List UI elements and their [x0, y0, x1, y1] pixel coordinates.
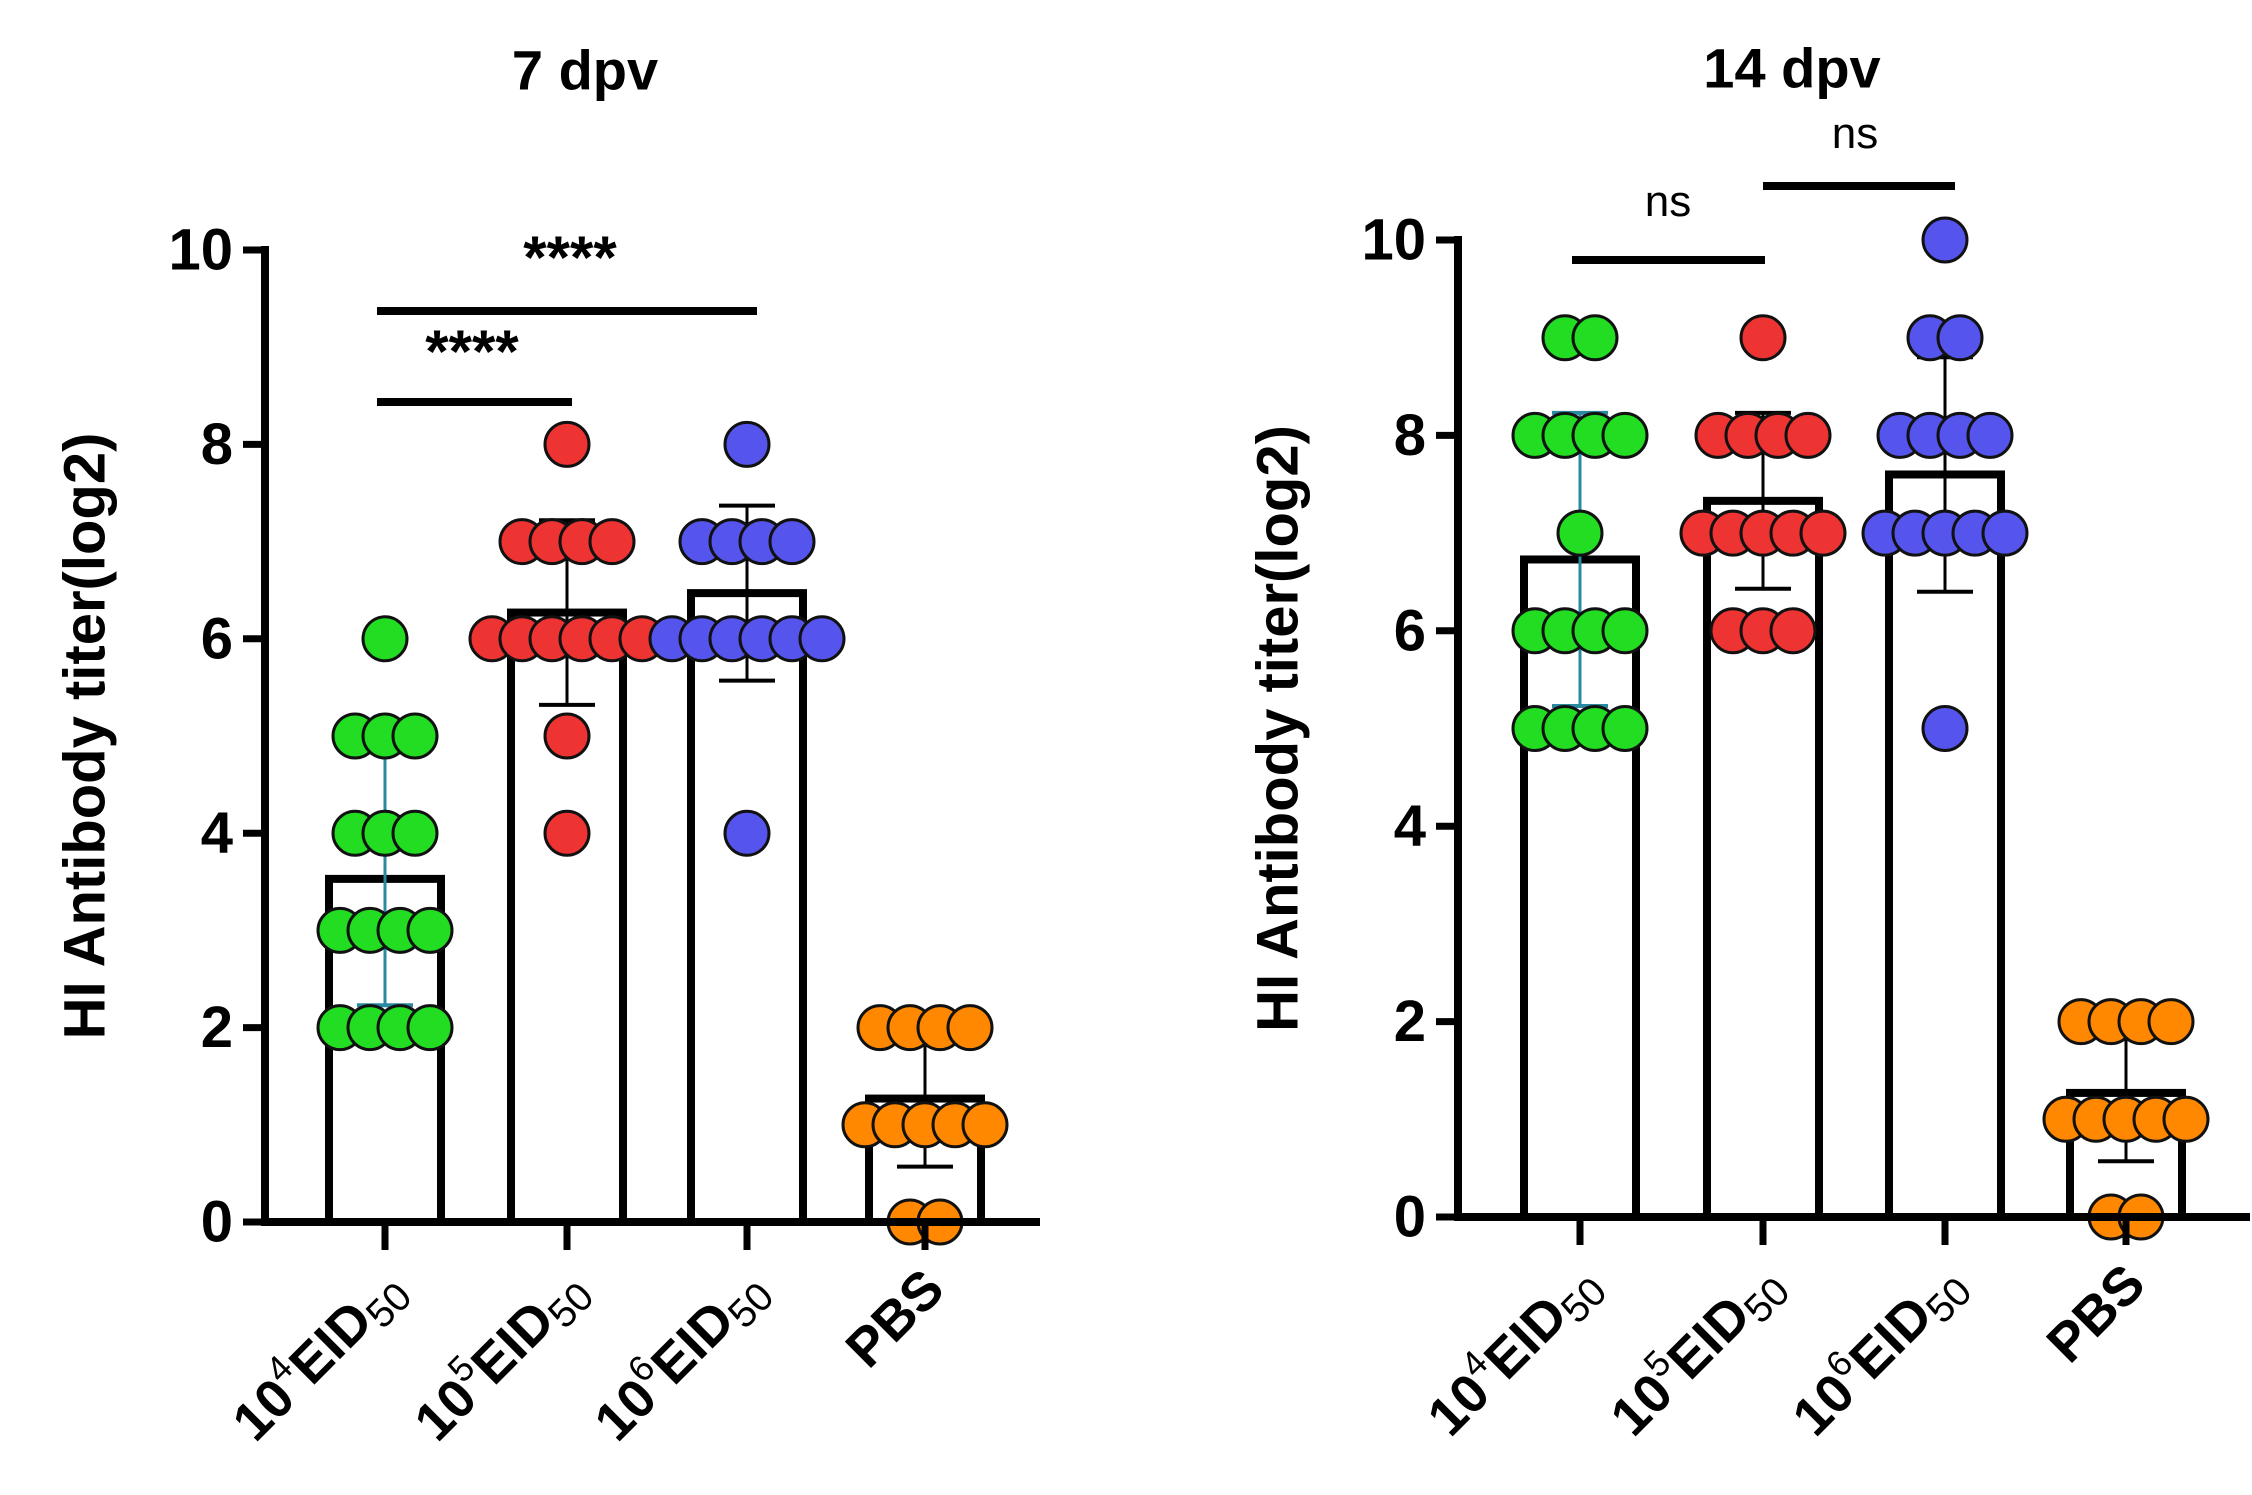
data-point — [361, 615, 409, 663]
x-tick-label: 106EID50 — [1775, 1247, 1981, 1453]
data-point — [543, 420, 591, 468]
chart-panel-2: 14 dpv HI Antibody titer(log2) 0 2 4 6 8 10 104E… — [1246, 37, 2250, 1453]
data-point — [406, 1004, 454, 1052]
data-point — [1769, 607, 1817, 655]
y-tick-label: 10 — [168, 218, 233, 283]
y-tick-label: 2 — [201, 995, 233, 1060]
data-point — [961, 1101, 1009, 1149]
y-axis-label: HI Antibody titer(log2) — [1246, 425, 1311, 1032]
x-tick-label: 106EID50 — [577, 1252, 783, 1458]
significance-label: **** — [523, 224, 617, 291]
data-point — [1601, 705, 1649, 752]
chart-title: 14 dpv — [1703, 37, 1880, 100]
data-point — [2162, 1095, 2210, 1143]
data-point — [1601, 607, 1649, 655]
data-point — [1799, 509, 1847, 557]
data-point — [543, 712, 591, 760]
data-point — [1784, 411, 1832, 459]
significance-bracket: ns — [1763, 109, 1955, 190]
x-tick-label: 105EID50 — [1593, 1247, 1799, 1453]
y-tick-label: 2 — [1394, 989, 1426, 1054]
y-tick-label: 6 — [1394, 598, 1426, 663]
bar — [687, 589, 807, 1226]
significance-bracket: ns — [1572, 177, 1765, 264]
y-tick-label: 6 — [201, 606, 233, 671]
y-tick-label: 8 — [1394, 403, 1426, 468]
data-point — [723, 809, 771, 857]
y-tick-label: 0 — [1394, 1185, 1426, 1250]
data-point — [768, 518, 816, 566]
significance-label: **** — [425, 318, 519, 385]
significance-label: ns — [1645, 177, 1691, 226]
data-point — [1966, 411, 2014, 459]
data-point — [1556, 509, 1604, 557]
data-point — [798, 615, 846, 663]
data-point — [1739, 314, 1787, 362]
x-tick-label: PBS — [2036, 1253, 2157, 1374]
data-point — [1921, 705, 1969, 752]
data-point — [1936, 314, 1984, 362]
y-tick-label: 0 — [201, 1190, 233, 1255]
x-tick-label: 104EID50 — [215, 1252, 421, 1458]
chart-panel-1: 7 dpv HI Antibody titer(log2) 0 2 4 6 8 10 104EI… — [53, 39, 1040, 1458]
x-tick-label: 105EID50 — [397, 1252, 603, 1458]
data-point — [391, 712, 439, 760]
data-point — [723, 420, 771, 468]
significance-bracket: **** — [377, 224, 757, 315]
data-point — [588, 518, 636, 566]
y-axis-label: HI Antibody titer(log2) — [53, 433, 118, 1040]
data-point — [2147, 998, 2195, 1046]
data-point — [1601, 411, 1649, 459]
x-tick-label: PBS — [835, 1258, 956, 1379]
data-point — [946, 1004, 994, 1052]
data-point — [391, 809, 439, 857]
data-point — [1981, 509, 2029, 557]
chart-title: 7 dpv — [512, 39, 658, 102]
data-point — [406, 906, 454, 954]
data-point — [1921, 216, 1969, 264]
y-tick-label: 4 — [1394, 794, 1426, 859]
data-point — [1571, 314, 1619, 362]
data-point — [543, 809, 591, 857]
y-tick-label: 4 — [201, 801, 233, 866]
significance-bracket: **** — [377, 318, 572, 406]
significance-label: ns — [1832, 109, 1878, 158]
y-tick-label: 8 — [201, 412, 233, 477]
x-tick-label: 104EID50 — [1410, 1247, 1616, 1453]
y-tick-label: 10 — [1361, 208, 1426, 273]
